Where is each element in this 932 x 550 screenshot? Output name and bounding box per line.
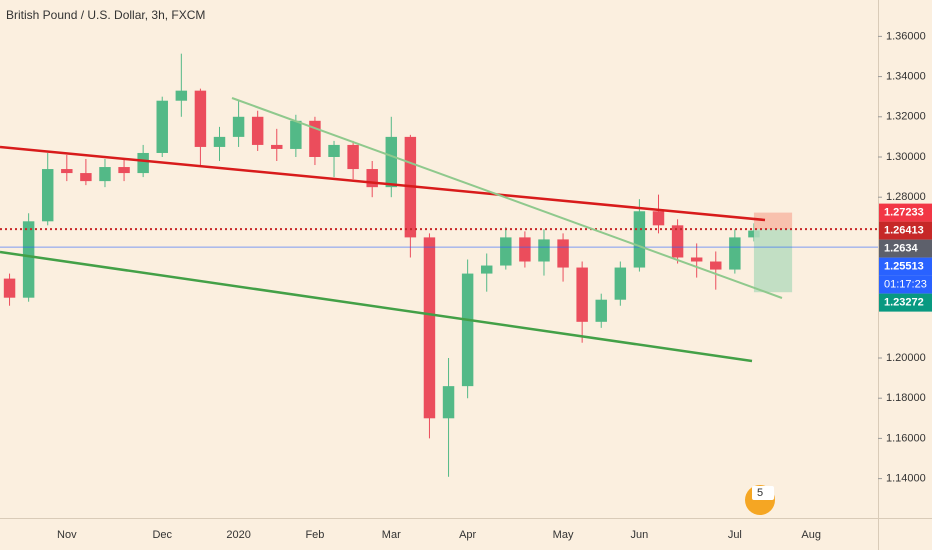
y-tick-label: 1.18000 <box>886 392 926 404</box>
x-tick-label: Jul <box>728 529 742 541</box>
candle-body <box>385 136 398 188</box>
price-label: 1.26413 <box>884 225 924 237</box>
candle-body <box>690 257 703 262</box>
candle-body <box>442 386 455 419</box>
candle-body <box>652 211 665 226</box>
y-tick-label: 1.36000 <box>886 30 926 42</box>
candle-body <box>80 173 92 182</box>
candle-body <box>347 144 359 170</box>
candle-body <box>500 237 512 266</box>
price-label-box <box>879 293 932 312</box>
price-label-box <box>879 203 932 222</box>
x-tick-label: Mar <box>382 529 401 541</box>
x-tick-label: Dec <box>152 529 172 541</box>
candle-body <box>137 152 149 174</box>
candle-body <box>729 237 741 270</box>
candle-body <box>614 267 627 300</box>
candle-body <box>118 167 130 174</box>
candle-body <box>213 136 226 147</box>
y-tick-label: 1.20000 <box>886 352 926 364</box>
x-tick-label: Nov <box>57 529 77 541</box>
trend-line <box>0 250 753 363</box>
y-tick-label: 1.32000 <box>886 111 926 123</box>
candle-body <box>194 90 207 147</box>
candle-body <box>461 273 474 387</box>
price-label: 1.2634 <box>884 243 919 255</box>
candle-body <box>480 265 493 274</box>
x-tick-label: Apr <box>459 529 476 541</box>
candle-body <box>423 237 436 419</box>
y-tick-label: 1.30000 <box>886 151 926 163</box>
candle-body <box>519 237 531 262</box>
badge: 5 <box>745 485 775 515</box>
candle-body <box>309 120 321 157</box>
candle-body <box>595 299 607 322</box>
y-tick-label: 1.16000 <box>886 432 926 444</box>
stop-zone <box>753 212 793 230</box>
y-tick-label: 1.28000 <box>886 191 926 203</box>
candle-body <box>271 144 283 149</box>
y-tick-label: 1.14000 <box>886 473 926 485</box>
price-label: 1.27233 <box>884 207 924 219</box>
x-tick-label: Feb <box>305 529 324 541</box>
countdown-box <box>879 275 932 294</box>
candle-body <box>557 239 569 268</box>
chart-title: British Pound / U.S. Dollar, 3h, FXCM <box>6 8 205 22</box>
candle-body <box>576 267 588 322</box>
candle-body <box>251 116 264 145</box>
candle-body <box>290 120 302 149</box>
x-tick-label: May <box>553 529 574 541</box>
candle-body <box>156 100 168 153</box>
badge-box <box>752 486 774 500</box>
candle-body <box>538 239 550 262</box>
price-axis: 1.36000 1.34000 1.32000 1.30000 1.28000 1.200… <box>57 30 932 541</box>
price-label-box <box>879 221 932 240</box>
price-label: 1.23272 <box>884 297 924 309</box>
plot <box>0 35 882 480</box>
candle-body <box>99 167 111 182</box>
candle-body <box>41 169 54 222</box>
target-zone <box>753 229 793 293</box>
x-tick-label: Aug <box>801 529 821 541</box>
price-label: 1.25513 <box>884 261 924 273</box>
candle-body <box>366 169 378 188</box>
candle-body <box>232 116 245 137</box>
y-tick-label: 1.34000 <box>886 70 926 82</box>
x-tick-label: Jun <box>631 529 649 541</box>
price-label-box <box>879 239 932 258</box>
badge-count: 5 <box>757 487 763 499</box>
candle-body <box>22 221 35 298</box>
trend-line <box>231 97 783 299</box>
trend-line <box>0 145 766 222</box>
candle-body <box>710 261 722 270</box>
countdown: 01:17:23 <box>884 279 927 291</box>
candle-body <box>633 211 646 268</box>
x-tick-label: 2020 <box>226 529 250 541</box>
candle-body <box>671 225 684 258</box>
candle-body <box>3 278 16 298</box>
candle-body <box>328 144 340 157</box>
candle-body <box>175 90 188 101</box>
price-label-box <box>879 257 932 276</box>
candle-body <box>61 169 73 174</box>
